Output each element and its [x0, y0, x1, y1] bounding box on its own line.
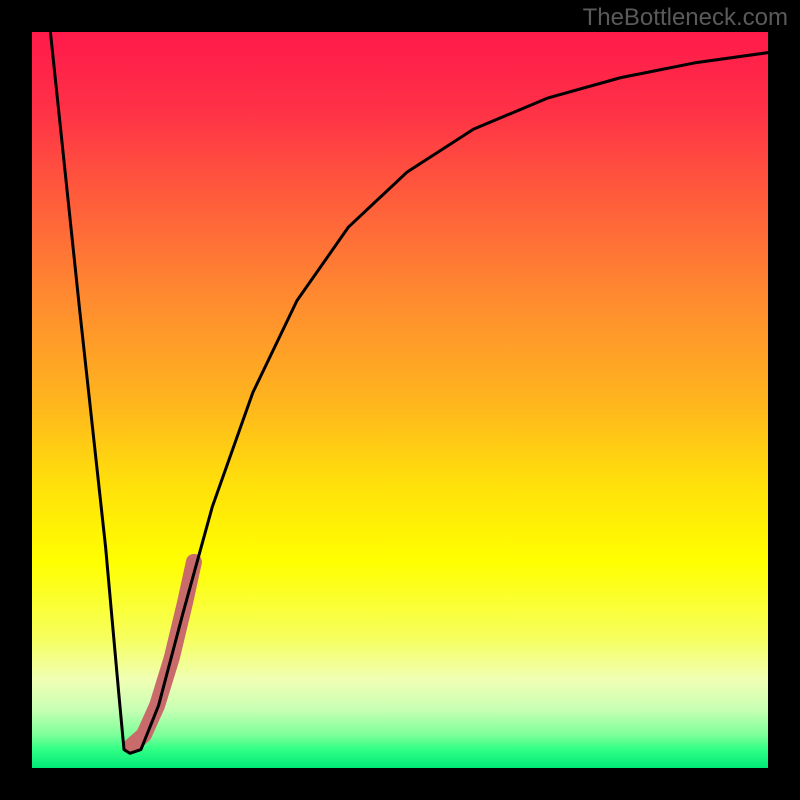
chart-root: TheBottleneck.com	[0, 0, 800, 800]
bottleneck-curve	[50, 32, 768, 753]
frame-left	[0, 0, 32, 800]
frame-right	[768, 0, 800, 800]
watermark-text: TheBottleneck.com	[583, 4, 788, 32]
frame-bottom	[0, 768, 800, 800]
accent-segment	[131, 562, 194, 746]
plot-area	[32, 32, 768, 768]
curves-layer	[32, 32, 768, 768]
